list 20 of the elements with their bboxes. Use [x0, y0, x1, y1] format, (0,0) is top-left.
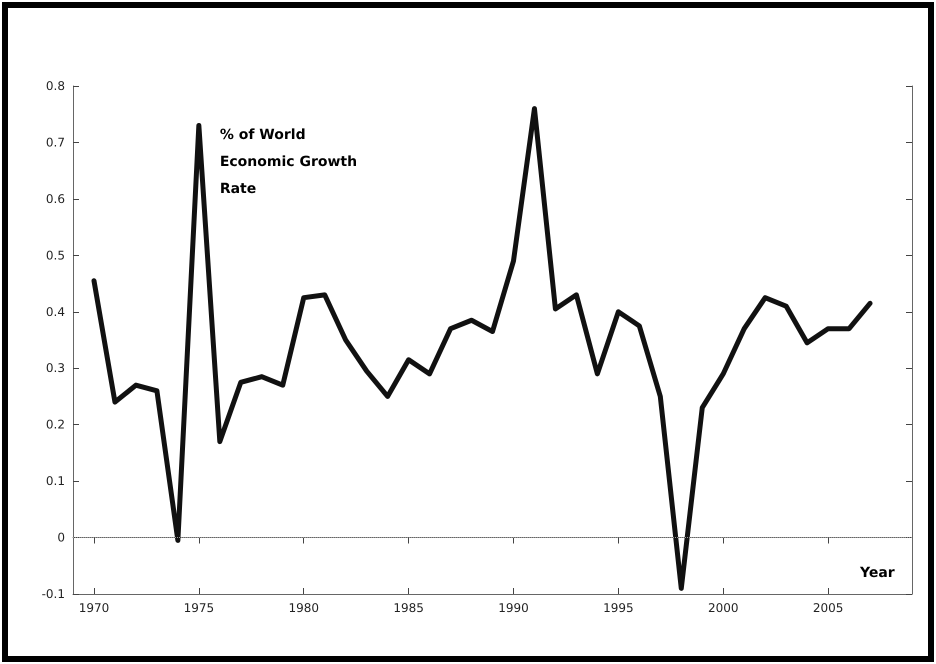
x-tick-label: 1990	[498, 601, 529, 615]
y-tick-label: 0.4	[46, 304, 65, 319]
x-tick-label: 1980	[288, 601, 319, 615]
y-tick-label: 0.5	[46, 248, 65, 262]
y-tick-label: 0.1	[46, 474, 65, 488]
x-tick-label: 1970	[78, 601, 110, 615]
y-tick-label: 0	[57, 530, 65, 545]
x-tick-label: 1995	[603, 601, 634, 615]
y-tick-label: 0.2	[46, 418, 65, 432]
annotation: % of World Economic Growth Rate	[220, 127, 358, 198]
x-tick-label: 2005	[812, 601, 844, 615]
y-tick-label: 0.3	[46, 361, 65, 376]
x-tick-label: 1975	[184, 601, 214, 615]
y-tick-label: -0.1	[42, 587, 65, 601]
y-tick-label: 0.7	[46, 135, 65, 150]
x-axis-title: Year	[859, 565, 895, 581]
y-tick-label: 0.8	[46, 79, 65, 93]
x-tick-label: 1985	[393, 601, 424, 615]
y-tick-label: 0.6	[46, 192, 65, 206]
x-tick-label: 2000	[708, 601, 738, 615]
